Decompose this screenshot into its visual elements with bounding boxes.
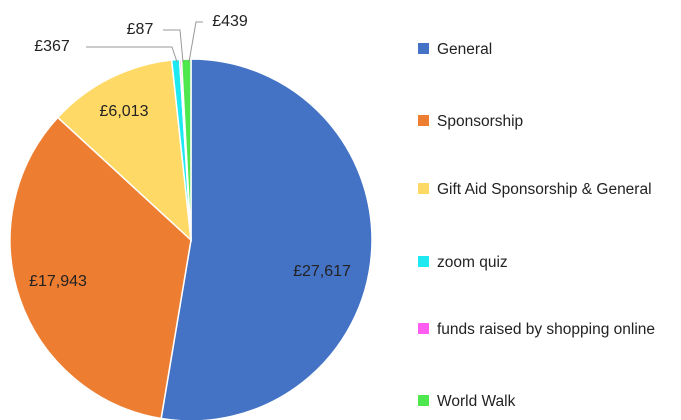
legend-label: General	[437, 41, 493, 58]
data-label: £367	[34, 38, 70, 55]
leader-line	[163, 29, 184, 63]
legend-swatch	[418, 43, 429, 54]
legend-swatch	[418, 183, 429, 194]
legend-entry: funds raised by shopping online	[412, 319, 674, 341]
legend-swatch	[418, 395, 429, 406]
pie-slice	[9, 116, 192, 420]
leader-line	[86, 46, 178, 63]
pie-slice	[180, 58, 192, 241]
legend-entry: Gift Aid Sponsorship & General	[412, 179, 674, 201]
pie-slice	[56, 59, 192, 242]
legend-label: World Walk	[437, 393, 516, 410]
pie-slice	[160, 58, 373, 420]
leader-line	[188, 21, 203, 63]
legend-swatch	[418, 115, 429, 126]
data-label: £87	[127, 21, 154, 38]
legend-entry: World Walk	[412, 391, 674, 413]
data-label: £27,617	[293, 263, 351, 280]
data-label: £17,943	[29, 273, 87, 290]
legend-entry: General	[412, 39, 674, 61]
legend-label: zoom quiz	[437, 254, 508, 271]
legend-swatch	[418, 256, 429, 267]
legend-entry: zoom quiz	[412, 252, 674, 274]
legend-entry: Sponsorship	[412, 111, 674, 133]
legend-swatch	[418, 323, 429, 334]
data-label: £439	[212, 13, 248, 30]
legend-label: Gift Aid Sponsorship & General	[437, 181, 652, 198]
legend-label: funds raised by shopping online	[437, 321, 656, 338]
legend-label: Sponsorship	[437, 113, 524, 130]
data-label: £6,013	[100, 103, 149, 120]
